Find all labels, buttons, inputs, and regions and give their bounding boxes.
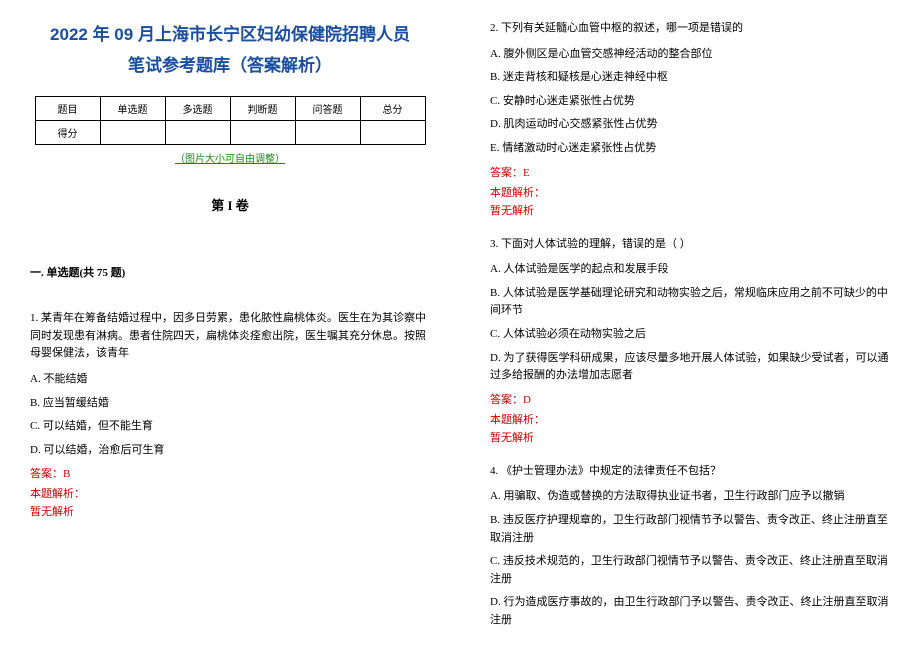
volume-title: 第 I 卷 <box>30 195 430 214</box>
image-size-note: （图片大小可自由调整） <box>30 150 430 165</box>
title-line-2: 笔试参考题库（答案解析） <box>30 51 430 82</box>
q1-analysis-label: 本题解析： <box>30 485 430 501</box>
q2-opt-e: E. 情绪激动时心迷走紧张性占优势 <box>490 140 890 158</box>
q2-opt-d: D. 肌肉运动时心交感紧张性占优势 <box>490 116 890 134</box>
q1-answer: 答案：B <box>30 465 430 481</box>
q4-opt-d: D. 行为造成医疗事故的，由卫生行政部门予以警告、责令改正、终止注册直至取消注册 <box>490 594 890 629</box>
q1-opt-d: D. 可以结婚，治愈后可生育 <box>30 442 430 460</box>
q2-opt-c: C. 安静时心迷走紧张性占优势 <box>490 93 890 111</box>
q2-opt-b: B. 迷走背核和疑核是心迷走神经中枢 <box>490 69 890 87</box>
q4-stem: 4. 《护士管理办法》中规定的法律责任不包括？ <box>490 463 890 481</box>
question-2: 2. 下列有关延髓心血管中枢的叙述，哪一项是错误的 A. 腹外侧区是心血管交感神… <box>490 20 890 218</box>
question-3: 3. 下面对人体试验的理解，错误的是（ ） A. 人体试验是医学的起点和发展手段… <box>490 236 890 445</box>
q2-analysis: 暂无解析 <box>490 202 890 218</box>
th-total: 总分 <box>360 97 425 121</box>
q2-answer: 答案：E <box>490 164 890 180</box>
title-line-1: 2022 年 09 月上海市长宁区妇幼保健院招聘人员 <box>30 20 430 51</box>
q4-opt-c: C. 违反技术规范的，卫生行政部门视情节予以警告、责令改正、终止注册直至取消注册 <box>490 553 890 588</box>
table-score-row: 得分 <box>35 121 425 145</box>
q3-opt-c: C. 人体试验必须在动物实验之后 <box>490 326 890 344</box>
q1-opt-a: A. 不能结婚 <box>30 371 430 389</box>
q3-opt-b: B. 人体试验是医学基础理论研究和动物实验之后，常规临床应用之前不可缺少的中间环… <box>490 285 890 320</box>
td-empty <box>360 121 425 145</box>
q3-analysis-label: 本题解析： <box>490 411 890 427</box>
q1-analysis: 暂无解析 <box>30 503 430 519</box>
td-empty <box>165 121 230 145</box>
score-table: 题目 单选题 多选题 判断题 问答题 总分 得分 <box>35 96 426 145</box>
q2-opt-a: A. 腹外侧区是心血管交感神经活动的整合部位 <box>490 46 890 64</box>
q4-opt-a: A. 用骗取、伪造或替换的方法取得执业证书者，卫生行政部门应予以撤销 <box>490 488 890 506</box>
th-single: 单选题 <box>100 97 165 121</box>
q3-answer: 答案：D <box>490 391 890 407</box>
q3-analysis: 暂无解析 <box>490 429 890 445</box>
q3-opt-d: D. 为了获得医学科研成果，应该尽量多地开展人体试验，如果缺少受试者，可以通过多… <box>490 350 890 385</box>
section-title: 一. 单选题(共 75 题) <box>30 264 430 280</box>
q2-analysis-label: 本题解析： <box>490 184 890 200</box>
right-page: 2. 下列有关延髓心血管中枢的叙述，哪一项是错误的 A. 腹外侧区是心血管交感神… <box>460 0 920 667</box>
exam-title: 2022 年 09 月上海市长宁区妇幼保健院招聘人员 笔试参考题库（答案解析） <box>30 20 430 81</box>
td-empty <box>230 121 295 145</box>
table-header-row: 题目 单选题 多选题 判断题 问答题 总分 <box>35 97 425 121</box>
q2-stem: 2. 下列有关延髓心血管中枢的叙述，哪一项是错误的 <box>490 20 890 38</box>
th-judge: 判断题 <box>230 97 295 121</box>
th-multi: 多选题 <box>165 97 230 121</box>
left-page: 2022 年 09 月上海市长宁区妇幼保健院招聘人员 笔试参考题库（答案解析） … <box>0 0 460 667</box>
q1-opt-b: B. 应当暂缓结婚 <box>30 395 430 413</box>
question-1: 1. 某青年在筹备结婚过程中，因多日劳累，患化脓性扁桃体炎。医生在为其诊察中同时… <box>30 310 430 519</box>
td-empty <box>295 121 360 145</box>
th-qa: 问答题 <box>295 97 360 121</box>
q4-opt-b: B. 违反医疗护理规章的，卫生行政部门视情节予以警告、责令改正、终止注册直至取消… <box>490 512 890 547</box>
question-4: 4. 《护士管理办法》中规定的法律责任不包括？ A. 用骗取、伪造或替换的方法取… <box>490 463 890 630</box>
q3-opt-a: A. 人体试验是医学的起点和发展手段 <box>490 261 890 279</box>
td-empty <box>100 121 165 145</box>
page-container: 2022 年 09 月上海市长宁区妇幼保健院招聘人员 笔试参考题库（答案解析） … <box>0 0 920 667</box>
th-topic: 题目 <box>35 97 100 121</box>
td-score-label: 得分 <box>35 121 100 145</box>
q3-stem: 3. 下面对人体试验的理解，错误的是（ ） <box>490 236 890 254</box>
q1-opt-c: C. 可以结婚，但不能生育 <box>30 418 430 436</box>
q1-stem: 1. 某青年在筹备结婚过程中，因多日劳累，患化脓性扁桃体炎。医生在为其诊察中同时… <box>30 310 430 363</box>
